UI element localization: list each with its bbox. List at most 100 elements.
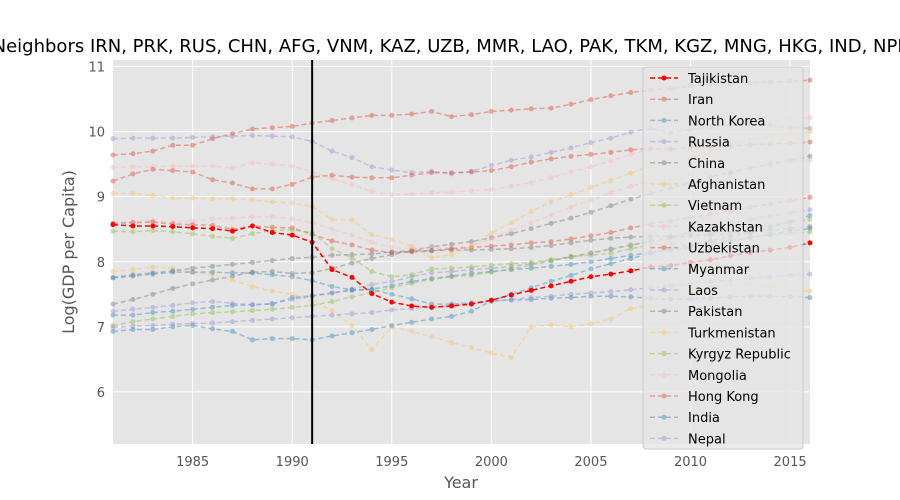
data-point [289,163,295,169]
data-point [488,243,494,249]
data-point [548,242,554,248]
data-point [508,267,514,273]
data-point [429,316,435,322]
data-point [568,192,574,198]
data-point [389,323,395,329]
data-point [130,151,136,157]
legend-entry [650,287,678,293]
data-point [409,191,415,197]
data-point [389,291,395,297]
data-point [528,240,534,246]
data-point [449,252,455,258]
legend-entry [650,351,678,357]
data-point [429,276,435,282]
legend-marker [661,202,667,208]
data-point [150,270,156,276]
data-point [588,259,594,265]
data-point [329,312,335,318]
legend-label: China [688,157,725,172]
data-point [110,152,116,158]
data-point [110,269,116,275]
legend-label: India [688,411,720,426]
data-point [170,313,176,319]
data-point [488,350,494,356]
data-point [508,157,514,163]
data-point [807,125,813,131]
data-point [130,273,136,279]
data-point [210,304,216,310]
data-point [389,167,395,173]
data-point [389,299,395,305]
data-point [349,155,355,161]
data-point [210,310,216,316]
data-point [389,250,395,256]
data-point [468,267,474,273]
data-point [608,271,614,277]
data-point [150,228,156,234]
data-point [289,123,295,129]
data-point [588,164,594,170]
data-point [130,218,136,224]
data-point [269,186,275,192]
data-point [249,132,255,138]
data-point [210,177,216,183]
data-point [170,195,176,201]
data-point [229,228,235,234]
y-tick-label: 8 [97,256,105,271]
data-point [528,297,534,303]
x-tick-labels: 1985 1990 1995 2000 2005 2010 2015 [176,455,807,470]
legend-label: Tajikistan [687,72,748,87]
data-point [409,303,415,309]
data-point [588,266,594,272]
data-point [130,190,136,196]
data-point [548,239,554,245]
legend-entry [650,181,678,187]
data-point [349,255,355,261]
data-point [110,190,116,196]
data-point [269,133,275,139]
data-point [449,273,455,279]
data-point [468,112,474,118]
x-tick-label: 2015 [774,455,807,470]
data-point [548,257,554,263]
data-point [548,258,554,264]
data-point [429,168,435,174]
data-point [349,287,355,293]
data-point [210,326,216,332]
data-point [170,268,176,274]
data-point [608,149,614,155]
data-point [289,297,295,303]
data-point [608,250,614,256]
data-point [369,164,375,170]
data-point [548,283,554,289]
data-point [429,334,435,340]
data-point [269,269,275,275]
data-point [190,311,196,317]
data-point [210,298,216,304]
data-point [389,274,395,280]
data-point [429,270,435,276]
data-point [329,298,335,304]
data-point [508,354,514,360]
data-point [369,326,375,332]
data-point [548,295,554,301]
data-point [488,265,494,271]
data-point [449,265,455,271]
data-point [409,248,415,254]
data-point [568,295,574,301]
data-point [329,226,335,232]
data-point [508,297,514,303]
data-point [110,308,116,314]
data-point [229,277,235,283]
data-point [130,272,136,278]
data-point [568,254,574,260]
data-point [229,180,235,186]
data-point [568,324,574,330]
data-point [369,188,375,194]
data-point [190,225,196,231]
data-point [608,235,614,241]
data-point [150,148,156,154]
data-point [349,217,355,223]
data-point [249,283,255,289]
data-point [449,241,455,247]
